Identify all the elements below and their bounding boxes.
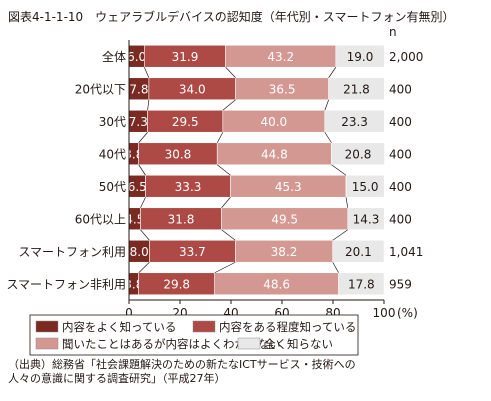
n-value: 400 <box>389 212 412 226</box>
figure-title: 図表4-1-1-10 ウェアラブルデバイスの認知度（年代別・スマートフォン有無別… <box>8 10 455 24</box>
data-label: 34.0 <box>179 82 206 96</box>
data-label: 20.1 <box>345 245 372 259</box>
data-label: 4.5 <box>125 212 144 226</box>
bar-segment <box>328 77 385 101</box>
x-tick-label: 100 <box>373 306 396 320</box>
data-label: 7.3 <box>129 115 148 129</box>
connector-line <box>140 197 146 208</box>
data-label: 17.8 <box>348 277 375 291</box>
legend: 内容をよく知っている 内容をある程度知っている聞いたことはあるが内容はよくわからな… <box>29 314 359 356</box>
bar-segment <box>338 272 385 296</box>
connector-line <box>331 164 347 176</box>
connector-line <box>143 67 150 78</box>
data-label: 21.8 <box>343 82 370 96</box>
category-label: 30代 <box>99 115 126 129</box>
legend-swatch <box>35 337 59 350</box>
data-label: 48.6 <box>263 277 290 291</box>
data-label: 19.0 <box>347 50 374 64</box>
connector-line <box>138 132 148 143</box>
data-label: 38.2 <box>271 245 298 259</box>
bar-segment <box>345 174 385 198</box>
category-label: 60代以上 <box>75 212 126 226</box>
x-tick-label: 0 <box>125 306 133 320</box>
bar-segment <box>331 142 385 166</box>
connector-line <box>345 197 349 208</box>
data-label: 7.8 <box>129 82 148 96</box>
data-label: 45.3 <box>275 180 302 194</box>
data-label: 20.8 <box>345 147 372 161</box>
connector-line <box>332 262 339 273</box>
connector-line <box>214 261 236 274</box>
category-label: 全体 <box>102 49 126 64</box>
source-line-2: 人々の意識に関する調査研究」（平成27年） <box>8 372 226 385</box>
data-label: 14.3 <box>353 212 380 226</box>
source-note: （出典）総務省「社会課題解決のための新たなICTサービス・技術への 人々の意識に… <box>8 358 356 386</box>
data-label: 33.7 <box>179 245 206 259</box>
legend-swatch <box>192 320 216 333</box>
n-labels-layer: n 2,000 400 400 400 400 400 1,041 959 <box>389 25 423 291</box>
bars-layer: 6.0 31.9 43.2 19.0 7.8 34.0 36.5 21.8 7.3 29.5 40.… <box>124 44 385 296</box>
x-unit-label: (%) <box>397 306 418 320</box>
data-label: 40.0 <box>260 115 287 129</box>
data-label: 31.8 <box>168 212 195 226</box>
legend-swatch <box>35 320 59 333</box>
bar-segment <box>347 207 385 231</box>
data-label: 43.2 <box>267 50 294 64</box>
legend-label: 内容をある程度知っている <box>219 320 356 334</box>
x-axis: 0 20 40 60 80 100 (%) <box>125 40 418 320</box>
legend-label: 聞いたことはあるが内容はよくわからない <box>62 337 281 351</box>
connector-line <box>328 67 337 78</box>
connector-line <box>217 164 231 176</box>
n-value: 2,000 <box>389 50 423 64</box>
connector-line <box>138 262 150 273</box>
connector-lines-layer <box>138 67 349 274</box>
category-label: スマートフォン利用 <box>18 245 126 259</box>
data-label: 6.0 <box>127 50 146 64</box>
n-header: n <box>389 25 397 39</box>
category-label: 20代以下 <box>75 82 126 96</box>
connector-line <box>216 132 224 143</box>
n-value: 400 <box>389 82 412 96</box>
data-label: 30.8 <box>165 147 192 161</box>
source-line-1: （出典）総務省「社会課題解決のための新たなICTサービス・技術への <box>8 358 356 371</box>
legend-label: 内容をよく知っている <box>62 320 176 334</box>
connector-line <box>324 132 332 143</box>
data-label: 6.5 <box>128 180 147 194</box>
data-label: 8.0 <box>130 245 149 259</box>
bar-segment <box>324 109 385 133</box>
n-value: 959 <box>389 277 412 291</box>
data-label: 33.3 <box>175 180 202 194</box>
category-label: 50代 <box>99 180 126 194</box>
data-label: 23.3 <box>341 115 368 129</box>
n-value: 400 <box>389 115 412 129</box>
connector-line <box>332 229 348 241</box>
bar-segment <box>332 239 385 263</box>
connector-line <box>221 229 236 241</box>
legend-label: 全く知らない <box>264 337 333 351</box>
n-value: 400 <box>389 180 412 194</box>
connector-line <box>222 99 236 111</box>
bar-segment <box>335 44 385 68</box>
connector-line <box>225 67 236 78</box>
connector-line <box>147 99 150 111</box>
legend-swatch <box>237 337 261 350</box>
data-label: 29.8 <box>163 277 190 291</box>
data-label: 15.0 <box>352 180 379 194</box>
data-label: 49.5 <box>271 212 298 226</box>
category-label: 40代 <box>99 147 126 161</box>
data-label: 29.5 <box>172 115 199 129</box>
data-label: 44.8 <box>261 147 288 161</box>
connector-line <box>324 99 329 111</box>
connector-line <box>140 229 150 241</box>
connector-line <box>138 164 146 176</box>
n-value: 1,041 <box>389 245 423 259</box>
data-label: 36.5 <box>269 82 296 96</box>
n-value: 400 <box>389 147 412 161</box>
category-label: スマートフォン非利用 <box>6 277 126 291</box>
data-label: 31.9 <box>172 50 199 64</box>
connector-line <box>221 197 231 208</box>
